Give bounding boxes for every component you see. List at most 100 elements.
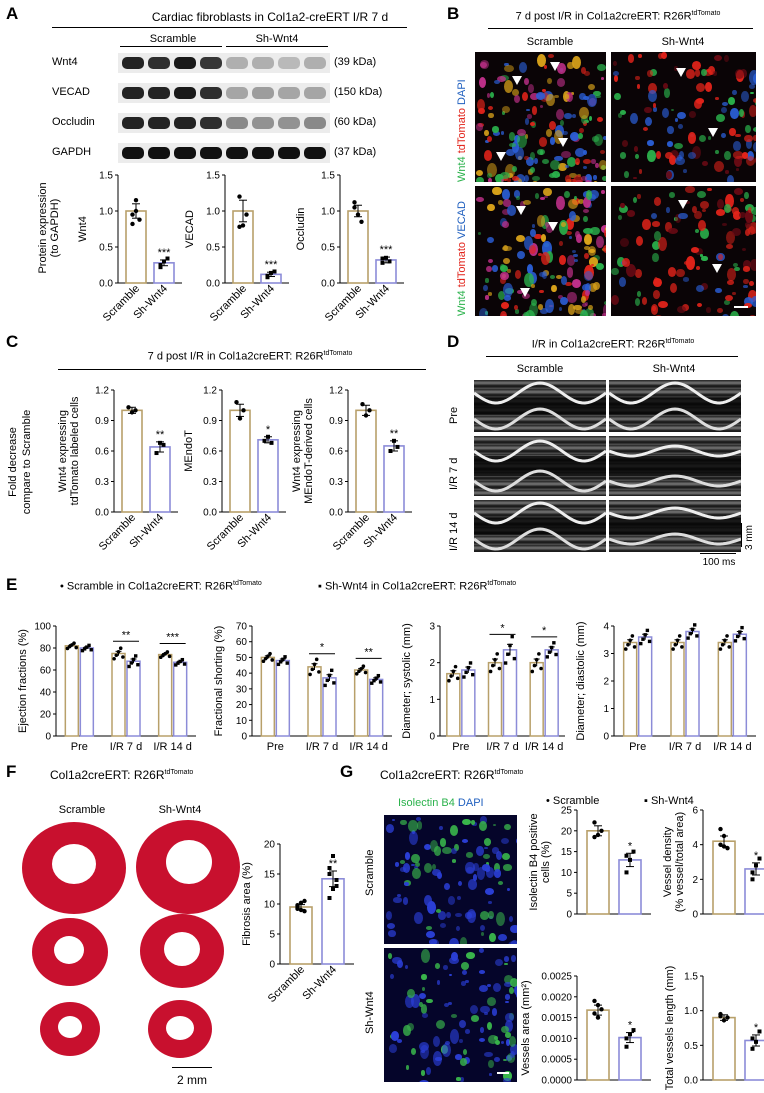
- m-mode-echo: [609, 500, 741, 552]
- cell-signal: [623, 170, 630, 178]
- blot-band: [278, 117, 300, 129]
- y-axis-label: Vessel density: [662, 826, 674, 897]
- cell-signal: [635, 269, 643, 278]
- cell-signal: [595, 262, 605, 270]
- panel-a-charts: 0.00.51.01.5ScrambleSh-Wnt4***Wnt4Protei…: [37, 171, 404, 324]
- cell-signal: [501, 208, 511, 215]
- cell-signal: [678, 212, 688, 220]
- cell-signal: [488, 1060, 494, 1069]
- cell-signal: [416, 821, 423, 830]
- cell-signal: [724, 170, 730, 175]
- data-point: [380, 260, 385, 265]
- cell-signal: [581, 67, 587, 74]
- cell-signal: [694, 229, 699, 234]
- y-tick-label: 10: [264, 900, 276, 911]
- cell-signal: [648, 89, 658, 102]
- cell-signal: [461, 839, 468, 844]
- cell-signal: [501, 106, 510, 114]
- cell-signal: [484, 140, 489, 144]
- cell-signal: [677, 111, 687, 120]
- bar: [125, 210, 147, 284]
- cell-signal: [626, 263, 636, 277]
- cell-signal: [583, 215, 588, 222]
- cell-signal: [406, 988, 415, 999]
- cell-signal: [572, 175, 583, 182]
- cell-signal: [667, 266, 677, 277]
- cell-signal: [699, 254, 704, 257]
- panel-d-title-rule: [486, 356, 738, 357]
- cell-signal: [694, 69, 701, 77]
- y-tick-label: 10: [561, 868, 573, 879]
- data-point: [686, 636, 690, 640]
- y-axis-label: tdTomato labeled cells: [69, 396, 81, 505]
- cell-signal: [715, 287, 722, 293]
- y-tick-label: 0.9: [203, 416, 217, 427]
- cell-signal: [424, 895, 432, 907]
- cell-signal: [701, 161, 708, 167]
- y-tick-label: 0.0: [684, 1076, 698, 1087]
- cell-signal: [733, 141, 741, 152]
- cell-signal: [515, 147, 524, 161]
- blot-size-label: (60 kDa): [334, 116, 377, 128]
- cell-signal: [745, 228, 751, 237]
- cell-signal: [748, 70, 756, 86]
- data-point: [87, 643, 91, 648]
- bar: [64, 645, 80, 737]
- data-point: [720, 642, 725, 647]
- cell-signal: [400, 819, 407, 826]
- data-point: [161, 442, 166, 447]
- data-point: [74, 645, 79, 650]
- cell-signal: [701, 68, 707, 77]
- data-point: [690, 627, 695, 631]
- bar: [544, 649, 559, 737]
- y-tick-label: 0: [269, 960, 275, 971]
- cell-signal: [439, 922, 447, 928]
- data-point: [133, 208, 139, 214]
- bar: [586, 1009, 610, 1081]
- cell-signal: [460, 981, 466, 986]
- cell-signal: [478, 820, 487, 831]
- blot-band: [226, 117, 248, 129]
- y-axis-label: Wnt4 expressing: [57, 410, 69, 492]
- cell-signal: [425, 926, 433, 931]
- data-point: [266, 654, 270, 658]
- cell-signal: [538, 253, 543, 257]
- cell-signal: [570, 131, 579, 142]
- y-tick-label: 70: [236, 622, 248, 633]
- cell-signal: [715, 209, 726, 216]
- data-point: [727, 645, 732, 649]
- cell-signal: [393, 897, 403, 903]
- cell-signal: [634, 297, 641, 306]
- cell-signal: [662, 83, 668, 90]
- data-point: [647, 639, 652, 644]
- cell-signal: [714, 160, 724, 172]
- blot-band: [252, 87, 274, 99]
- cell-signal: [718, 254, 723, 261]
- cell-signal: [557, 294, 563, 299]
- y-tick-label: 0.0: [321, 279, 335, 290]
- cell-signal: [583, 70, 591, 76]
- cell-signal: [486, 136, 492, 142]
- chart-e-ejection-fractions: 0 20 40 60 80 100 Pre I/R 7 d ** I/R 14 d *** Eject…: [17, 622, 196, 753]
- x-tick-label: I/R 7 d: [669, 741, 701, 753]
- bar: [321, 877, 345, 965]
- cell-signal: [685, 68, 695, 79]
- cell-signal: [436, 909, 442, 914]
- cell-signal: [717, 307, 724, 313]
- y-tick-label: 1.0: [99, 207, 113, 218]
- cell-signal: [486, 984, 492, 988]
- cell-signal: [641, 218, 651, 231]
- blot-band: [148, 57, 170, 69]
- data-point: [628, 638, 632, 643]
- y-tick-label: 20: [264, 840, 276, 851]
- y-tick-label: 4: [692, 840, 698, 851]
- cell-signal: [486, 862, 490, 866]
- scale-label-d-x: 100 ms: [702, 557, 736, 568]
- data-point: [623, 647, 628, 651]
- cell-signal: [653, 231, 662, 242]
- cell-signal: [478, 984, 489, 993]
- cell-signal: [500, 172, 511, 180]
- data-point: [491, 663, 495, 668]
- cell-signal: [529, 122, 535, 126]
